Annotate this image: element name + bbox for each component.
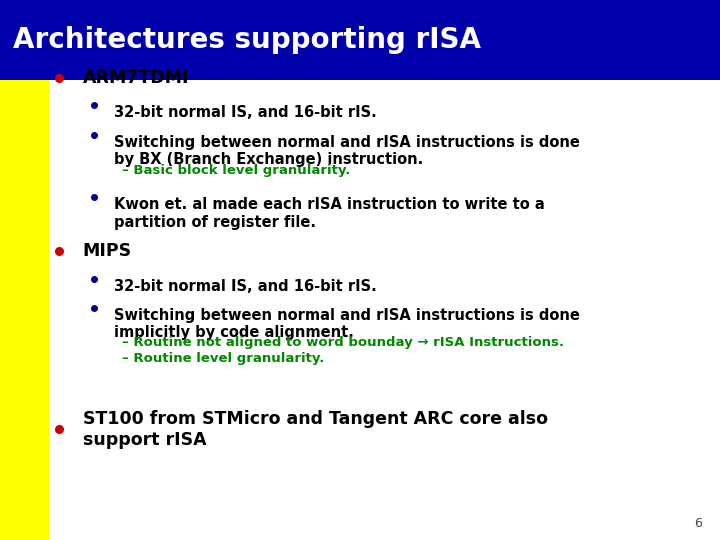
Text: Switching between normal and rISA instructions is done
implicitly by code alignm: Switching between normal and rISA instru… — [114, 308, 580, 340]
Text: Kwon et. al made each rISA instruction to write to a
partition of register file.: Kwon et. al made each rISA instruction t… — [114, 197, 544, 230]
Text: – Basic block level granularity.: – Basic block level granularity. — [122, 164, 351, 177]
Text: – Routine not aligned to word bounday → rISA Instructions.: – Routine not aligned to word bounday → … — [122, 336, 564, 349]
Text: ST100 from STMicro and Tangent ARC core also
support rISA: ST100 from STMicro and Tangent ARC core … — [83, 410, 548, 449]
Text: ARM7TDMI: ARM7TDMI — [83, 69, 189, 87]
Text: 32-bit normal IS, and 16-bit rIS.: 32-bit normal IS, and 16-bit rIS. — [114, 105, 377, 120]
Text: Architectures supporting rISA: Architectures supporting rISA — [13, 26, 481, 54]
Text: MIPS: MIPS — [83, 242, 132, 260]
Text: Switching between normal and rISA instructions is done
by BX (Branch Exchange) i: Switching between normal and rISA instru… — [114, 135, 580, 167]
Bar — [0, 0, 720, 80]
Text: 32-bit normal IS, and 16-bit rIS.: 32-bit normal IS, and 16-bit rIS. — [114, 279, 377, 294]
Bar — [0, 80, 49, 540]
Text: 6: 6 — [694, 517, 702, 530]
Text: – Routine level granularity.: – Routine level granularity. — [122, 352, 325, 365]
